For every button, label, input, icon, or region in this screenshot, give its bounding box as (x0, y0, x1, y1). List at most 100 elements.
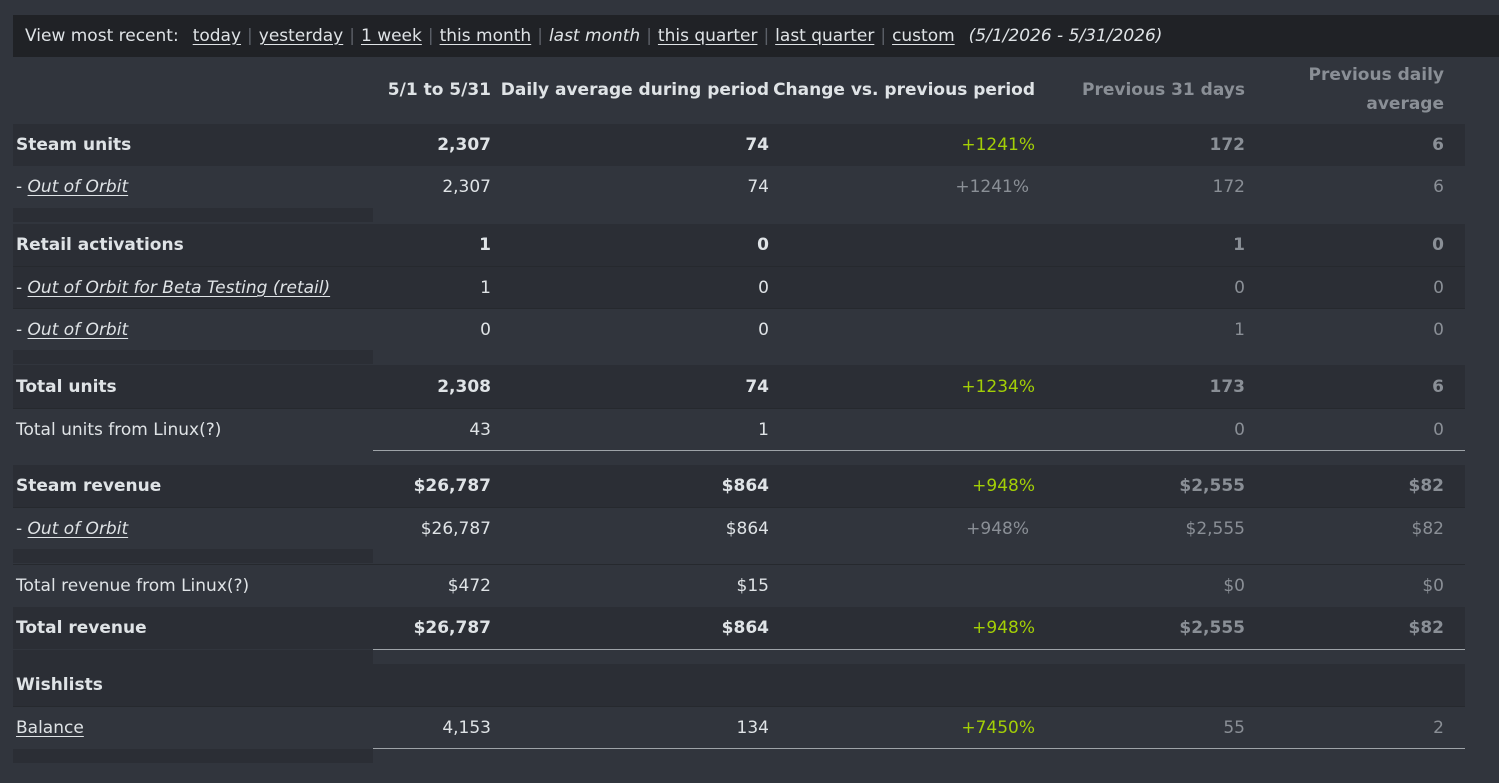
period-value: $26,787 (413, 476, 491, 496)
daily-value: $864 (721, 618, 769, 638)
previous-average-value: 6 (1433, 177, 1444, 197)
previous-value: 1 (1234, 320, 1245, 340)
change-value: +948% (972, 476, 1035, 496)
header-previous-daily-average: Previous daily average (1308, 65, 1444, 114)
previous-average-value: 2 (1433, 718, 1444, 738)
previous-average-value: $0 (1422, 576, 1444, 596)
row-label: Total units from Linux(?) (16, 420, 222, 440)
range-this-month-link[interactable]: this month (439, 26, 532, 46)
daily-value: 0 (758, 278, 769, 298)
previous-average-value: 0 (1432, 235, 1444, 255)
previous-value: $2,555 (1179, 618, 1245, 638)
row-label: Steam units (16, 135, 132, 155)
daily-value: $864 (725, 519, 769, 539)
previous-average-value: $82 (1411, 519, 1444, 539)
table-row-steam-units-out-of-orbit: - Out of Orbit 2,307 74 +1241% 172 6 (13, 166, 1465, 208)
range-last-month-current: last month (548, 26, 641, 46)
row-spacer (13, 549, 373, 563)
range-last-quarter-link[interactable]: last quarter (775, 26, 875, 46)
change-value (769, 409, 1035, 451)
balance-link[interactable]: Balance (16, 718, 84, 738)
period-value: 2,307 (437, 135, 491, 155)
previous-average-value: 6 (1432, 376, 1444, 397)
range-1week-link[interactable]: 1 week (360, 26, 422, 46)
row-label: Total units (16, 376, 117, 397)
daily-value: $864 (721, 476, 769, 496)
out-of-orbit-beta-link[interactable]: Out of Orbit for Beta Testing (retail) (27, 278, 331, 298)
header-daily-average: Daily average during period (500, 79, 769, 100)
previous-average-value: $82 (1408, 476, 1445, 496)
range-label: View most recent: (25, 26, 179, 46)
row-label: Balance (16, 707, 84, 749)
table-row-retail-activations: Retail activations 1 0 1 0 (13, 224, 1465, 266)
daily-value: 74 (747, 177, 769, 197)
period-value: 2,308 (437, 376, 491, 397)
row-label: - Out of Orbit (16, 309, 128, 351)
period-value: 43 (469, 420, 491, 440)
row-spacer (13, 749, 373, 763)
change-value (769, 224, 1035, 266)
previous-value: 0 (1234, 420, 1245, 440)
row-label: Total revenue (16, 618, 147, 638)
row-spacer (13, 208, 373, 222)
out-of-orbit-link[interactable]: Out of Orbit (27, 320, 129, 340)
out-of-orbit-link[interactable]: Out of Orbit (27, 519, 129, 539)
range-this-quarter-link[interactable]: this quarter (657, 26, 758, 46)
table-row-total-revenue: Total revenue $26,787 $864 +948% $2,555 … (13, 607, 1465, 649)
row-spacer (13, 350, 373, 364)
change-value (769, 565, 1035, 607)
period-value: 2,307 (442, 177, 491, 197)
change-value (769, 309, 1035, 351)
daily-value: 0 (757, 235, 769, 255)
row-label: - Out of Orbit (16, 508, 128, 550)
previous-average-value: $82 (1408, 618, 1445, 638)
separator: | (427, 26, 434, 46)
previous-average-value: 6 (1432, 135, 1444, 155)
previous-value: 172 (1209, 135, 1246, 155)
header-period: 5/1 to 5/31 (387, 79, 491, 100)
previous-value: 173 (1209, 376, 1246, 397)
change-value (769, 267, 1035, 309)
table-row-steam-units: Steam units 2,307 74 +1241% 172 6 (13, 124, 1465, 166)
divider (373, 748, 1465, 749)
previous-value: 172 (1212, 177, 1245, 197)
change-value: +7450% (961, 718, 1035, 738)
previous-average-value: 0 (1433, 320, 1444, 340)
table-row-steam-revenue-out-of-orbit: - Out of Orbit $26,787 $864 +948% $2,555… (13, 507, 1465, 550)
dash: - (16, 320, 23, 340)
range-yesterday-link[interactable]: yesterday (258, 26, 344, 46)
previous-value: $0 (1223, 576, 1245, 596)
daily-value: $15 (736, 576, 769, 596)
table-row-wishlists: Wishlists (13, 664, 1465, 706)
dash: - (16, 519, 23, 539)
row-label: - Out of Orbit (16, 166, 128, 208)
daily-value: 74 (745, 376, 769, 397)
period-value: 1 (480, 278, 491, 298)
change-value: +1234% (961, 376, 1035, 397)
table-row-retail-out-of-orbit: - Out of Orbit 0 0 1 0 (13, 308, 1465, 351)
table-row-balance: Balance 4,153 134 +7450% 55 2 (13, 706, 1465, 749)
change-value: +1241% (961, 135, 1035, 155)
separator: | (880, 26, 887, 46)
row-label: Total revenue from Linux(?) (16, 576, 250, 596)
period-value: $26,787 (413, 618, 491, 638)
previous-value: 0 (1234, 278, 1245, 298)
previous-average-value: 0 (1433, 420, 1444, 440)
divider (373, 649, 1465, 650)
range-today-link[interactable]: today (192, 26, 242, 46)
range-custom-link[interactable]: custom (892, 26, 955, 46)
out-of-orbit-link[interactable]: Out of Orbit (27, 177, 129, 197)
separator: | (247, 26, 253, 46)
row-label: Retail activations (16, 235, 184, 255)
daily-value: 134 (736, 718, 769, 738)
row-label: Wishlists (16, 675, 103, 695)
table-row-linux-units: Total units from Linux(?) 43 1 0 0 (13, 408, 1465, 451)
daily-value: 74 (745, 135, 769, 155)
table-row-total-units: Total units 2,308 74 +1234% 173 6 (13, 365, 1465, 408)
previous-value: $2,555 (1179, 476, 1245, 496)
period-value: $26,787 (420, 519, 491, 539)
row-spacer (13, 650, 373, 664)
row-label: Steam revenue (16, 476, 162, 496)
change-value: +1241% (955, 177, 1029, 197)
previous-value: 55 (1223, 718, 1245, 738)
